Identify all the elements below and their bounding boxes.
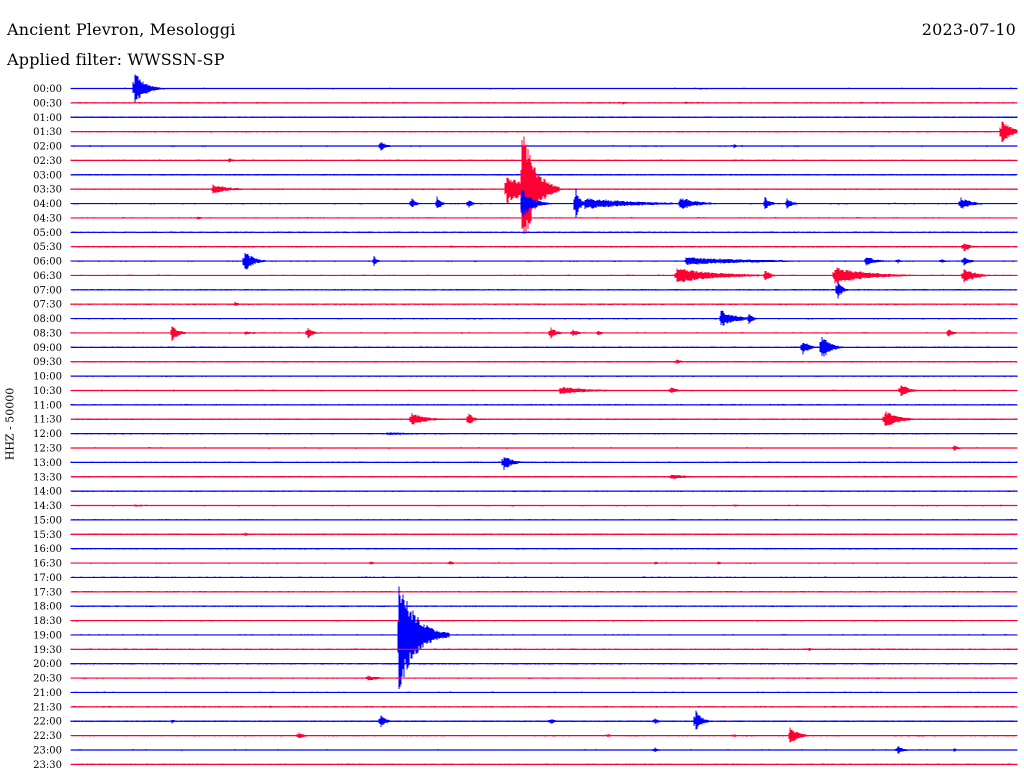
trace-row-1300 xyxy=(70,457,1018,470)
row-label: 17:00 xyxy=(33,573,62,584)
row-label: 11:00 xyxy=(33,400,62,411)
row-label: 15:30 xyxy=(33,530,62,541)
row-label: 09:00 xyxy=(33,343,62,354)
row-label: 02:00 xyxy=(33,142,62,153)
row-label: 06:00 xyxy=(33,257,62,268)
row-label: 13:00 xyxy=(33,458,62,469)
row-label: 20:00 xyxy=(33,659,62,670)
trace-row-1900 xyxy=(70,586,1018,690)
row-label: 08:00 xyxy=(33,314,62,325)
row-label: 00:30 xyxy=(33,98,62,109)
row-label: 06:30 xyxy=(33,271,62,282)
helicorder-traces xyxy=(70,74,1018,766)
row-label: 09:30 xyxy=(33,357,62,368)
row-label: 04:00 xyxy=(33,199,62,210)
row-label: 05:00 xyxy=(33,228,62,239)
row-label: 18:00 xyxy=(33,602,62,613)
row-label: 14:30 xyxy=(33,501,62,512)
row-label: 01:30 xyxy=(33,127,62,138)
row-label: 15:00 xyxy=(33,515,62,526)
row-label: 22:00 xyxy=(33,717,62,728)
row-label: 18:30 xyxy=(33,616,62,627)
date-label: 2023-07-10 xyxy=(921,20,1016,39)
row-label: 20:30 xyxy=(33,674,62,685)
row-label: 14:00 xyxy=(33,487,62,498)
row-label: 04:30 xyxy=(33,213,62,224)
trace-row-0900 xyxy=(70,337,1018,357)
filter-label: Applied filter: WWSSN-SP xyxy=(7,50,225,69)
row-label: 22:30 xyxy=(33,731,62,742)
trace-row-0830 xyxy=(70,326,1018,341)
row-label: 16:30 xyxy=(33,559,62,570)
row-label: 23:00 xyxy=(33,745,62,756)
row-label: 17:30 xyxy=(33,587,62,598)
trace-row-2200 xyxy=(70,710,1018,730)
row-label: 05:30 xyxy=(33,242,62,253)
row-label: 21:30 xyxy=(33,702,62,713)
station-title: Ancient Plevron, Mesologgi xyxy=(7,20,236,39)
row-label: 23:30 xyxy=(33,760,62,771)
row-label: 12:30 xyxy=(33,444,62,455)
row-label: 19:00 xyxy=(33,630,62,641)
trace-row-2230 xyxy=(70,727,1018,743)
row-label: 07:30 xyxy=(33,300,62,311)
row-label: 07:00 xyxy=(33,285,62,296)
row-label: 19:30 xyxy=(33,645,62,656)
trace-row-0330 xyxy=(70,136,1018,234)
row-label: 21:00 xyxy=(33,688,62,699)
row-label: 12:00 xyxy=(33,429,62,440)
row-label: 01:00 xyxy=(33,113,62,124)
row-label: 03:00 xyxy=(33,170,62,181)
row-label: 02:30 xyxy=(33,156,62,167)
row-label: 08:30 xyxy=(33,328,62,339)
row-label: 13:30 xyxy=(33,472,62,483)
row-label: 16:00 xyxy=(33,544,62,555)
row-label: 10:00 xyxy=(33,372,62,383)
row-label: 10:30 xyxy=(33,386,62,397)
row-label: 03:30 xyxy=(33,185,62,196)
time-row-labels: 00:00 00:30 01:00 01:30 02:00 02:30 03:00 03:30… xyxy=(33,84,62,771)
row-label: 11:30 xyxy=(33,415,62,426)
trace-row-0800 xyxy=(70,310,1018,326)
row-label: 00:00 xyxy=(33,84,62,95)
